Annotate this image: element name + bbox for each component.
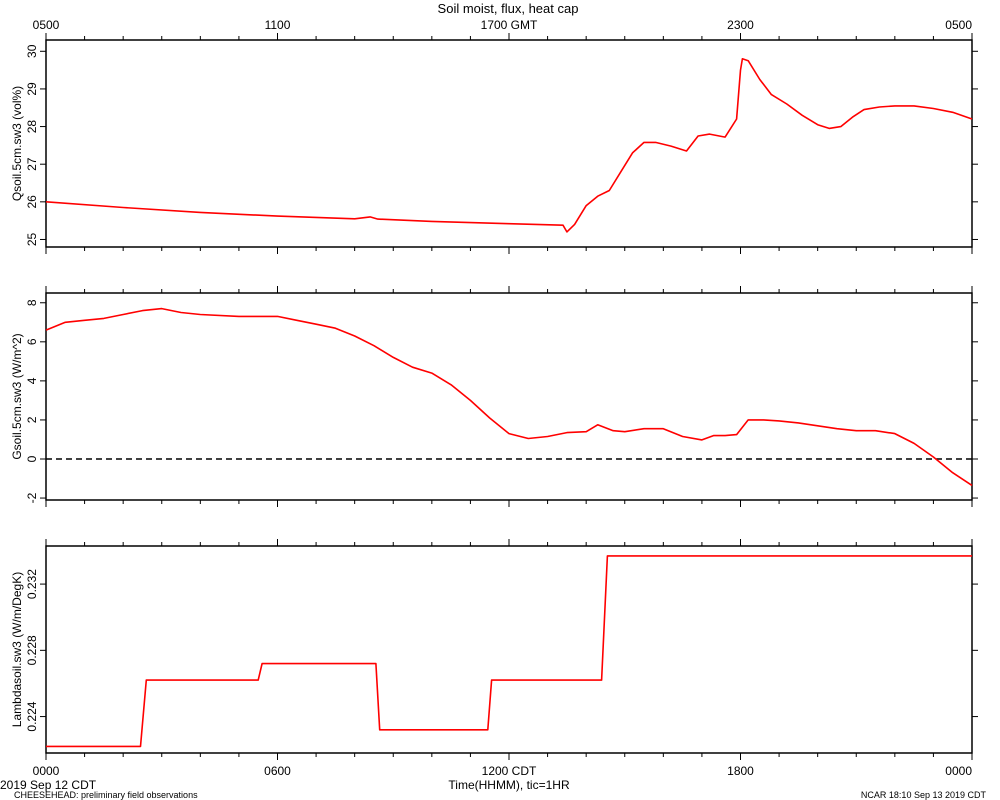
bottom-tick-label: 0600 xyxy=(264,764,291,778)
chart-title: Soil moist, flux, heat cap xyxy=(438,1,579,16)
bottom-tick-label: 0000 xyxy=(33,764,60,778)
data-series-line xyxy=(46,555,972,748)
top-tick-label: 0500 xyxy=(945,18,972,32)
y-axis-label: Lambdasoil.sw3 (W/m/DegK) xyxy=(10,572,24,727)
y-tick-label: 4 xyxy=(25,377,39,384)
plot-frame xyxy=(45,292,973,501)
bottom-tick-label: 1200 CDT xyxy=(482,764,537,778)
top-tick-label: 2300 xyxy=(727,18,754,32)
top-axis-tick-labels: 0500 1100 1700 GMT 2300 0500 xyxy=(33,18,973,32)
soil-moisture-panel: 25 26 27 28 29 30 Qsoil.5cm.sw3 (vol%) xyxy=(10,33,978,254)
x-axis-label: Time(HHMM), tic=1HR xyxy=(448,778,570,792)
top-tick-label: 1100 xyxy=(265,18,291,32)
y-tick-label: 0.228 xyxy=(25,635,39,665)
plot-frame xyxy=(45,39,973,248)
y-tick-label: 30 xyxy=(25,44,39,58)
bottom-tick-label: 0000 xyxy=(945,764,972,778)
data-series-line xyxy=(45,307,973,487)
y-tick-label: 29 xyxy=(25,82,39,96)
y-tick-label: 0 xyxy=(25,455,39,462)
y-tick-label: 27 xyxy=(25,157,39,171)
date-label: 2019 Sep 12 CDT xyxy=(0,778,97,792)
footer-right-note: NCAR 18:10 Sep 13 2019 CDT xyxy=(860,790,986,800)
y-tick-label: 6 xyxy=(25,338,39,345)
bottom-tick-label: 1800 xyxy=(727,764,754,778)
y-tick-label: 25 xyxy=(25,232,39,246)
y-tick-label: 2 xyxy=(25,416,39,423)
y-tick-label: 8 xyxy=(25,299,39,306)
y-tick-label: 0.224 xyxy=(25,701,39,731)
y-axis-label: Qsoil.5cm.sw3 (vol%) xyxy=(10,86,24,201)
footer-left-note: CHEESEHEAD: preliminary field observatio… xyxy=(14,790,198,800)
soil-heat-flux-panel: -2 0 2 4 6 8 Gsoil.5cm.sw3 (W/m^2) xyxy=(10,286,978,507)
y-tick-label: 0.232 xyxy=(25,569,39,599)
y-tick-label: 26 xyxy=(25,195,39,209)
data-series-line xyxy=(45,57,973,233)
top-tick-label: 1700 GMT xyxy=(481,18,538,32)
y-tick-label: 28 xyxy=(25,120,39,134)
top-tick-label: 0500 xyxy=(33,18,60,32)
y-axis-label: Gsoil.5cm.sw3 (W/m^2) xyxy=(10,333,24,459)
plot-frame xyxy=(45,545,973,754)
y-tick-label: -2 xyxy=(25,492,39,503)
bottom-axis-tick-labels: 0000 0600 1200 CDT 1800 0000 xyxy=(33,764,973,778)
